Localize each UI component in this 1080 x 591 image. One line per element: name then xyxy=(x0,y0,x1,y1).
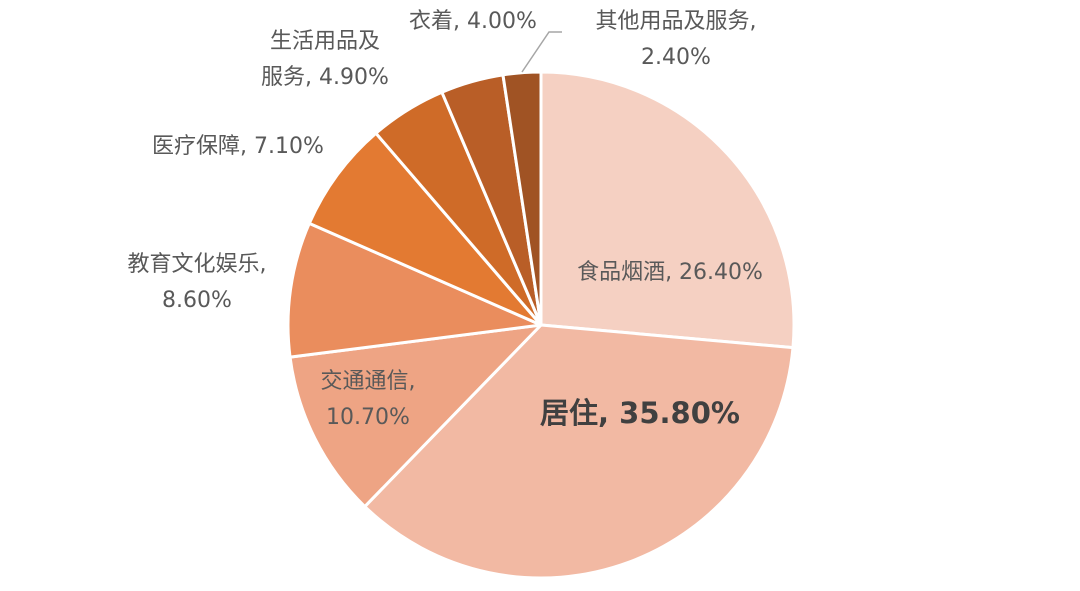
data-label-4-line-2: 8.60% xyxy=(162,288,232,313)
data-label-4-line-1: 教育文化娱乐, xyxy=(128,252,267,277)
leader-lines xyxy=(521,31,562,73)
data-label-4: 教育文化娱乐, 8.60% xyxy=(128,252,267,313)
data-label-7-line-1: 衣着, 4.00% xyxy=(409,9,537,34)
data-label-2-line-1: 居住, 35.80% xyxy=(540,396,740,430)
data-label-3: 交通通信, 10.70% xyxy=(321,369,416,430)
data-label-6-line-2: 服务, 4.90% xyxy=(261,65,389,90)
data-label-3-line-2: 10.70% xyxy=(326,405,410,430)
pie-slice-4 xyxy=(286,221,543,359)
data-label-6: 生活用品及服务, 4.90% xyxy=(261,29,389,90)
pie-slice-3 xyxy=(288,323,543,509)
data-labels: 食品烟酒, 26.40% 居住, 35.80% 交通通信, 10.70% 教育文化娱乐,… xyxy=(128,9,763,430)
pie-slice-5 xyxy=(307,131,543,327)
data-label-8: 其他用品及服务, 2.40% xyxy=(596,9,757,70)
data-label-7: 衣着, 4.00% xyxy=(409,9,537,34)
data-label-8-line-2: 2.40% xyxy=(641,45,711,70)
pie-slice-2 xyxy=(363,323,795,580)
data-label-1-line-1: 食品烟酒, 26.40% xyxy=(577,260,763,285)
data-label-1: 食品烟酒, 26.40% xyxy=(577,260,763,285)
pie-slice-1 xyxy=(539,70,796,350)
data-label-5: 医疗保障, 7.10% xyxy=(152,134,324,159)
data-label-3-line-1: 交通通信, xyxy=(321,369,416,394)
pie-slice-8 xyxy=(501,70,543,327)
data-label-8-line-1: 其他用品及服务, xyxy=(596,9,757,34)
data-label-5-line-1: 医疗保障, 7.10% xyxy=(152,134,324,159)
leader-line-other-goods xyxy=(521,31,562,73)
data-label-2: 居住, 35.80% xyxy=(540,396,740,430)
data-label-6-line-1: 生活用品及 xyxy=(270,29,380,54)
pie-slices xyxy=(286,70,796,580)
